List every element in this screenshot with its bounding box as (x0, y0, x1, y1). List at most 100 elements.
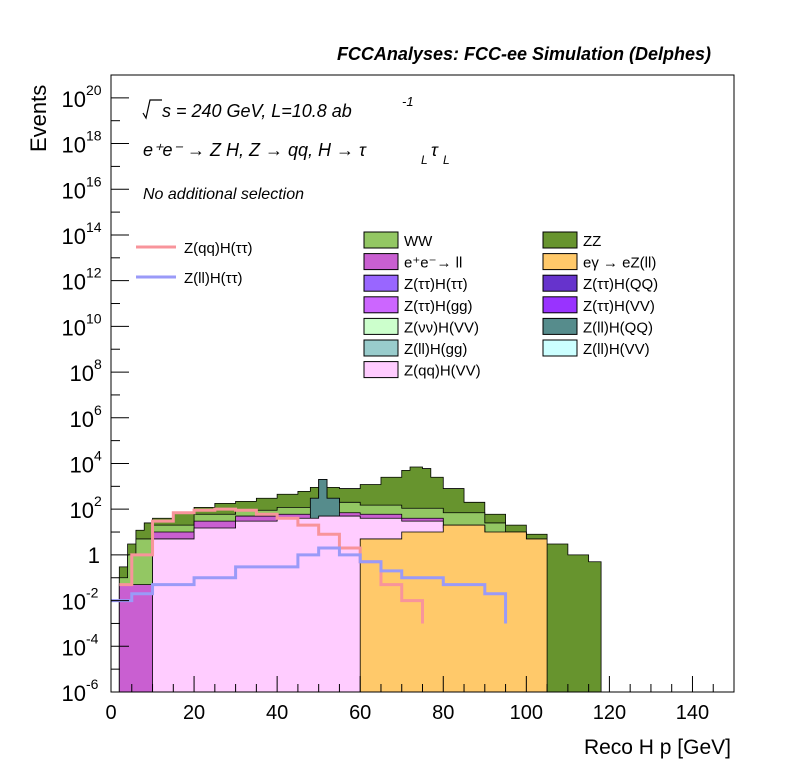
process-text: e⁺e⁻ → Z H, Z → qq, H → τ (143, 140, 367, 160)
legend-swatch-z-ll-h-vv (542, 339, 578, 357)
y-tick-base: 1 (88, 543, 100, 568)
y-tick-base: 10 (62, 681, 86, 706)
x-tick-label: 100 (510, 702, 543, 724)
y-tick-base: 10 (62, 133, 86, 158)
legend-swatch-z-h (363, 274, 399, 292)
sqrt-s-annotation: s = 240 GeV, L=10.8 ab -1 (142, 94, 414, 121)
y-tick-base: 10 (70, 361, 94, 386)
y-tick-base: 10 (70, 407, 94, 432)
legend-label-z-h: Z(ττ)H(ττ) (404, 276, 468, 293)
x-tick-label: 60 (349, 702, 371, 724)
y-tick-label: 10 18 (62, 128, 102, 158)
y-tick-label: 10 8 (70, 356, 102, 386)
y-tick-label: 10 12 (62, 265, 102, 295)
legend-label-z-h-vv: Z(ττ)H(VV) (583, 298, 655, 315)
y-tick-exponent: 4 (94, 447, 102, 463)
x-tick-label: 40 (266, 702, 288, 724)
legend-background-col1: WW e⁺e⁻→ ll Z(ττ)H(ττ) Z(ττ)H(gg) Z(νν)H(VV)… (363, 231, 481, 380)
legend-swatch-zz (542, 231, 578, 249)
y-tick-exponent: -2 (86, 585, 99, 601)
y-tick-base: 10 (62, 315, 86, 340)
y-tick-exponent: 2 (94, 493, 102, 509)
legend-swatch-ww (363, 231, 399, 249)
y-tick-base: 10 (62, 87, 86, 112)
legend-label-z-qq-h-vv: Z(qq)H(VV) (404, 363, 481, 380)
process-annotation: e⁺e⁻ → Z H, Z → qq, H → τ L τ L (143, 140, 450, 167)
signal-line-layer (111, 507, 508, 624)
legend-swatch-e-ez-ll (542, 253, 578, 271)
y-tick-base: 10 (70, 498, 94, 523)
y-tick-exponent: 12 (86, 265, 102, 281)
legend-signal: Z(qq)H(ττ) Z(ll)H(ττ) (136, 240, 253, 287)
y-tick-exponent: 10 (86, 310, 102, 326)
legend-swatch-z-h-gg (363, 296, 399, 314)
stack-e-ez-ll-5 (359, 524, 548, 693)
y-tick-label: 10 -4 (62, 630, 99, 660)
y-tick-label: 10 14 (62, 219, 102, 249)
legend-label-z-h-qq: Z(ττ)H(QQ) (583, 276, 658, 293)
x-tick-label: 20 (183, 702, 205, 724)
y-tick-base: 10 (62, 224, 86, 249)
y-tick-label: 1 (88, 543, 100, 568)
legend-label-ww: WW (404, 233, 433, 250)
y-tick-exponent: 20 (86, 82, 102, 98)
y-tick-label: 10 6 (70, 402, 102, 432)
legend-label-z-h-gg: Z(ττ)H(gg) (404, 298, 473, 315)
y-tick-base: 10 (70, 452, 94, 477)
legend-line-label: Z(qq)H(ττ) (184, 240, 253, 257)
y-tick-label: 10 4 (70, 447, 102, 477)
legend-background-col2: ZZ eγ → eZ(ll) Z(ττ)H(QQ) Z(ττ)H(VV) Z(ll)H(… (542, 231, 658, 358)
legend-label-z-ll-h-gg: Z(ll)H(gg) (404, 341, 467, 358)
y-tick-label: 10 20 (62, 82, 102, 112)
y-axis-label: Events (26, 85, 51, 152)
y-tick-exponent: 18 (86, 128, 102, 144)
x-axis-ticks: 0 20 40 60 80 100 120 140 (105, 676, 735, 724)
legend-label-z-ll-h-vv: Z(ll)H(VV) (583, 341, 650, 358)
y-tick-exponent: 14 (86, 219, 102, 235)
legend-swatch-z-h-vv (542, 296, 578, 314)
x-tick-label: 80 (432, 702, 454, 724)
y-tick-exponent: 8 (94, 356, 102, 372)
y-tick-label: 10 16 (62, 173, 102, 203)
legend-line-label: Z(ll)H(ττ) (184, 270, 243, 287)
x-tick-label: 120 (593, 702, 626, 724)
y-tick-exponent: 6 (94, 402, 102, 418)
y-tick-exponent: -4 (86, 630, 99, 646)
legend-label-e-e-ll: e⁺e⁻→ ll (404, 255, 462, 272)
legend-label-z-ll-h-qq: Z(ll)H(QQ) (583, 319, 653, 336)
stack-layer (118, 466, 602, 693)
legend-swatch-z-h-vv (363, 317, 399, 335)
selection-label: No additional selection (143, 186, 304, 203)
y-tick-label: 10 2 (70, 493, 102, 523)
legend-swatch-z-ll-h-qq (542, 317, 578, 335)
tau-sub-1: L (421, 153, 428, 167)
legend-label-z-h-vv: Z(νν)H(VV) (404, 319, 479, 336)
legend-swatch-z-qq-h-vv (363, 361, 399, 379)
sqrt-symbol (142, 99, 162, 120)
signal-line-1 (111, 546, 508, 624)
legend-label-zz: ZZ (583, 233, 601, 250)
legend-swatch-z-h-qq (542, 274, 578, 292)
y-tick-base: 10 (62, 635, 86, 660)
legend-label-e-ez-ll: eγ → eZ(ll) (583, 255, 656, 272)
legend-swatch-z-ll-h-gg (363, 339, 399, 357)
y-tick-base: 10 (62, 178, 86, 203)
y-tick-label: 10 10 (62, 310, 102, 340)
tau-sub-2: L (443, 153, 450, 167)
y-tick-exponent: -6 (86, 676, 99, 692)
y-tick-base: 10 (62, 270, 86, 295)
lumi-exponent: -1 (402, 94, 414, 109)
sqrt-label: s = 240 GeV, L=10.8 ab (162, 101, 352, 121)
y-tick-label: 10 -2 (62, 585, 99, 615)
y-tick-label: 10 -6 (62, 676, 99, 706)
y-tick-base: 10 (62, 590, 86, 615)
chart-title: FCCAnalyses: FCC-ee Simulation (Delphes) (337, 44, 711, 64)
legend-swatch-e-e-ll (363, 253, 399, 271)
tau-2: τ (431, 140, 439, 160)
x-axis-label: Reco H p [GeV] (584, 736, 731, 759)
x-tick-label: 140 (676, 702, 709, 724)
y-tick-exponent: 16 (86, 173, 102, 189)
x-tick-label: 0 (105, 702, 116, 724)
